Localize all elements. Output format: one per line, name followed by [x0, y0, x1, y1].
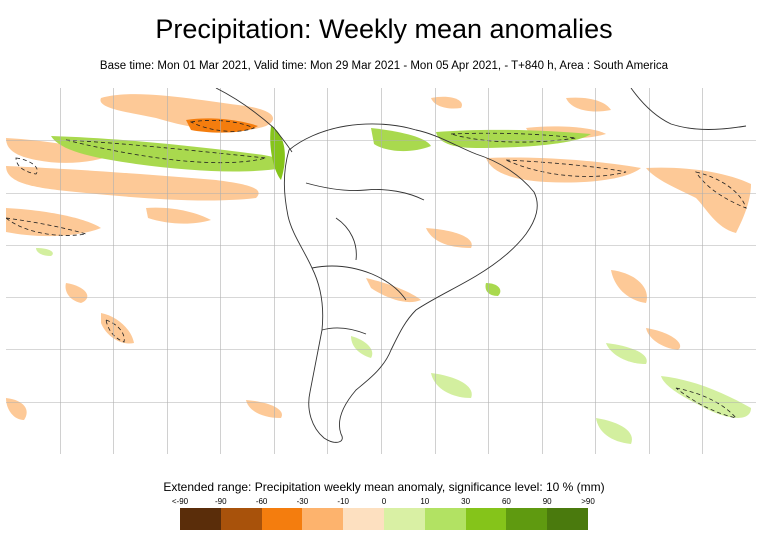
legend-color-bar — [180, 508, 588, 530]
significance-contour — [15, 157, 38, 175]
country-border — [311, 265, 407, 301]
legend-label: -90 — [215, 497, 227, 506]
legend-swatch — [220, 508, 262, 530]
legend-label: 10 — [420, 497, 430, 506]
dry-patch — [366, 278, 421, 303]
legend-swatch — [261, 508, 303, 530]
legend-swatch — [180, 508, 221, 530]
legend-swatch — [383, 508, 425, 530]
dry-patch — [186, 118, 258, 133]
wet-patch — [431, 373, 472, 398]
wet-patch — [270, 126, 285, 180]
dry-patch — [646, 328, 681, 350]
significance-contour — [695, 171, 747, 209]
significance-contour — [675, 387, 738, 419]
coastlines — [215, 88, 747, 443]
dry-patch — [6, 398, 27, 420]
legend-labels: <-90 -90 -60 -30 -10 0 10 30 60 90 >90 — [0, 497, 768, 507]
wet-patch — [436, 129, 591, 148]
anomaly-map — [6, 88, 756, 454]
chart-title: Precipitation: Weekly mean anomalies — [155, 14, 613, 44]
dry-patch — [611, 270, 647, 303]
dry-patch — [6, 138, 116, 163]
africa-coastline — [630, 88, 747, 130]
wet-patch — [596, 418, 632, 444]
legend-swatch — [547, 508, 588, 530]
significance-contours — [6, 120, 747, 419]
dry-patch — [431, 96, 462, 109]
significance-contour — [105, 319, 125, 343]
wet-patch — [485, 283, 501, 296]
wet-patch — [36, 248, 53, 256]
legend-label: -10 — [337, 497, 349, 506]
legend-title: Extended range: Precipitation weekly mea… — [163, 480, 605, 494]
dry-patch — [65, 283, 88, 303]
wet-patch — [606, 343, 647, 364]
legend-label: >90 — [581, 497, 595, 506]
wet-patch — [371, 128, 431, 152]
legend-label: 90 — [542, 497, 552, 506]
significance-contour — [6, 217, 87, 236]
legend-swatch — [343, 508, 384, 530]
legend-swatch — [302, 508, 344, 530]
legend-swatch — [465, 508, 507, 530]
legend-swatch — [506, 508, 548, 530]
dry-patch — [101, 313, 134, 344]
legend-label: -30 — [296, 497, 309, 506]
anomaly-patches — [6, 94, 751, 444]
dry-patch — [566, 97, 611, 112]
wet-patch — [351, 336, 373, 358]
dry-patch — [646, 167, 751, 233]
dry-patch — [6, 208, 101, 237]
significance-contour — [65, 139, 267, 164]
graticule — [6, 88, 756, 454]
dry-patch — [246, 400, 282, 418]
dry-patch — [486, 157, 641, 183]
country-border — [305, 182, 425, 201]
legend-swatch — [424, 508, 466, 530]
south-america-coastline — [283, 123, 538, 443]
dry-patch — [6, 166, 259, 201]
country-border — [335, 217, 357, 261]
legend-label: -60 — [255, 497, 268, 506]
legend-label: 30 — [461, 497, 471, 506]
legend-label: <-90 — [171, 497, 189, 506]
significance-contour — [189, 120, 256, 132]
legend-label: 60 — [501, 497, 511, 506]
chart-subtitle: Base time: Mon 01 Mar 2021, Valid time: … — [99, 60, 669, 72]
dry-patch — [146, 207, 211, 224]
dry-patch — [426, 228, 472, 248]
country-border — [321, 327, 367, 335]
legend-label: 0 — [381, 497, 387, 506]
significance-contour — [505, 159, 627, 177]
central-america-coastline — [215, 88, 293, 153]
